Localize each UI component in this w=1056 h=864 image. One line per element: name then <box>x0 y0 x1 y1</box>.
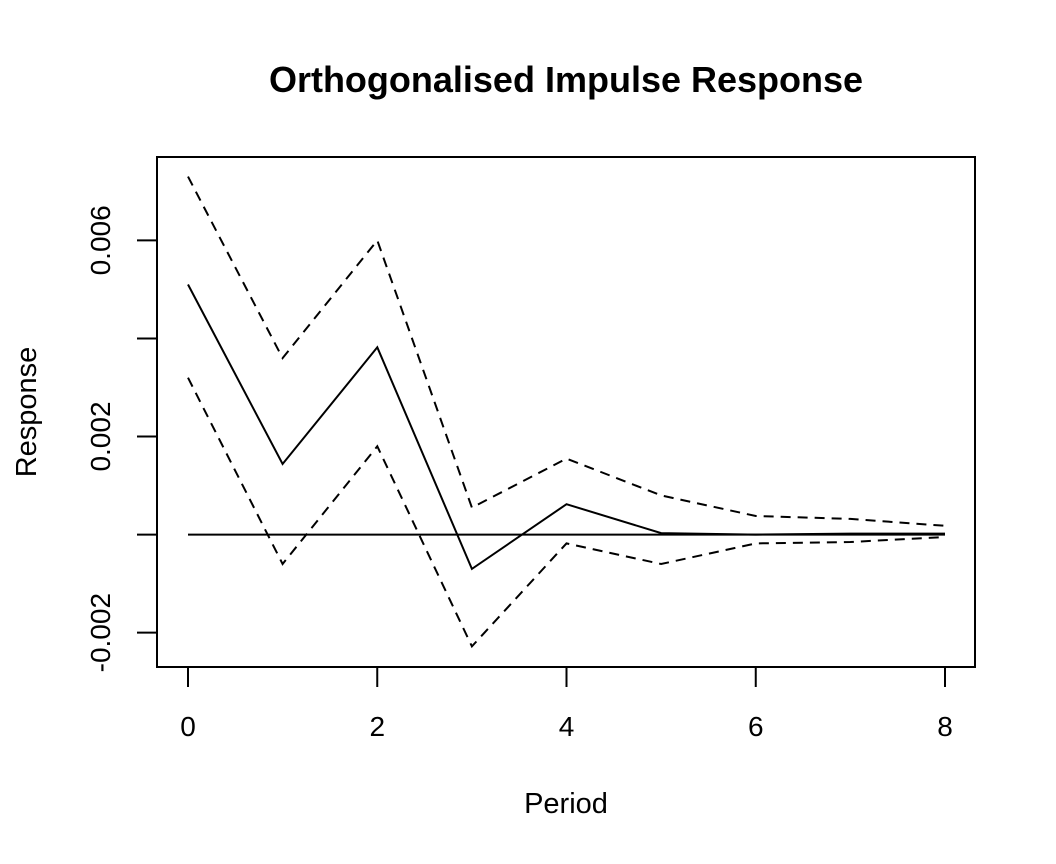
series-lower-line <box>187 377 946 649</box>
y-axis: -0.002 0.002 0.006 <box>85 205 158 672</box>
x-axis-label: Period <box>524 788 608 820</box>
y-tick-label: -0.002 <box>85 593 116 672</box>
series-layer <box>187 176 946 649</box>
x-tick-label: 0 <box>180 711 196 742</box>
chart-title: Orthogonalised Impulse Response <box>269 59 863 100</box>
y-axis-label: Response <box>11 347 43 478</box>
x-tick-label: 6 <box>748 711 764 742</box>
x-axis: 0 2 4 6 8 <box>180 666 953 742</box>
y-tick-label: 0.006 <box>85 205 116 275</box>
x-tick-label: 8 <box>937 711 953 742</box>
series-upper-line <box>187 176 946 527</box>
x-tick-label: 4 <box>559 711 575 742</box>
y-tick-label: 0.002 <box>85 401 116 471</box>
series-response-line <box>187 284 945 571</box>
plot-frame <box>156 156 976 668</box>
x-tick-label: 2 <box>369 711 385 742</box>
